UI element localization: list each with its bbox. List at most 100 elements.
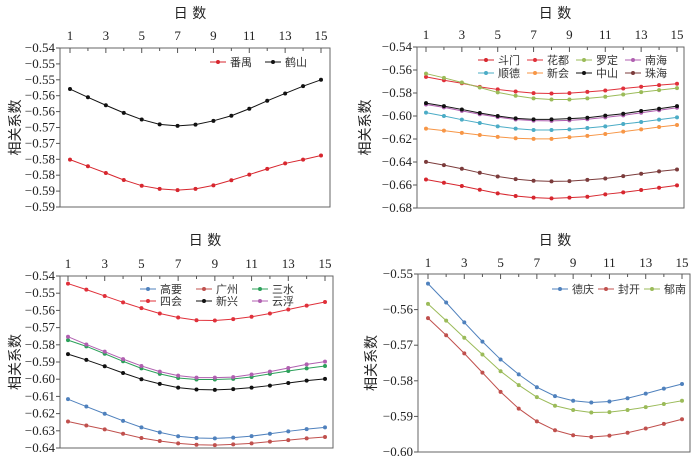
series-line — [69, 79, 322, 127]
data-point — [621, 190, 626, 195]
legend-marker — [650, 287, 654, 291]
y-tick-label: −0.55 — [25, 285, 55, 300]
data-point — [247, 172, 252, 177]
data-point — [441, 114, 446, 118]
y-tick-label: −0.57 — [25, 120, 56, 135]
data-point — [193, 122, 198, 127]
data-point — [211, 183, 216, 188]
data-point — [603, 124, 608, 129]
legend-item: 新会 — [527, 66, 569, 80]
series-新会 — [424, 122, 679, 141]
data-point — [639, 109, 644, 114]
data-point — [513, 126, 518, 131]
y-tick-label: −0.64 — [25, 440, 56, 455]
data-point — [531, 96, 536, 101]
data-point — [139, 425, 144, 430]
legend-label: 云浮 — [272, 295, 294, 308]
y-tick-label: −0.55 — [383, 266, 413, 281]
data-point — [549, 97, 554, 102]
legend-marker — [271, 60, 275, 64]
y-tick-label: −0.59 — [25, 199, 55, 214]
data-point — [102, 427, 107, 432]
data-point — [176, 441, 181, 446]
data-point — [675, 81, 679, 86]
series-line — [425, 161, 678, 182]
data-point — [304, 378, 309, 383]
legend-label: 斗门 — [498, 53, 520, 67]
data-point — [68, 87, 72, 92]
series-四会 — [66, 281, 327, 323]
data-point — [441, 75, 446, 80]
data-point — [459, 117, 464, 122]
data-point — [571, 398, 576, 403]
data-point — [459, 80, 464, 85]
data-point — [102, 364, 107, 369]
data-point — [323, 425, 327, 430]
legend-item: 三水 — [252, 283, 294, 296]
legend-item: 云浮 — [252, 295, 294, 308]
data-point — [424, 177, 428, 182]
data-point — [589, 410, 594, 415]
x-tick-label: 5 — [497, 255, 504, 270]
legend-marker — [582, 71, 586, 75]
data-point — [585, 96, 590, 101]
data-point — [459, 184, 464, 189]
data-point — [176, 315, 181, 320]
data-point — [625, 396, 630, 401]
data-point — [585, 133, 590, 138]
data-point — [84, 342, 89, 347]
series-鹤山 — [68, 77, 323, 128]
data-point — [459, 130, 464, 135]
legend-item: 德庆 — [552, 282, 594, 296]
x-tick-label: 13 — [639, 255, 652, 270]
legend-label: 新兴 — [216, 294, 238, 308]
data-point — [249, 385, 254, 390]
data-point — [441, 104, 446, 109]
data-point — [621, 122, 626, 127]
x-tick-label: 1 — [425, 255, 432, 270]
x-tick-label: 7 — [534, 255, 541, 270]
data-point — [657, 185, 662, 190]
series-line — [427, 317, 683, 438]
data-point — [323, 299, 327, 304]
data-point — [531, 117, 536, 122]
data-point — [267, 311, 272, 316]
data-point — [121, 431, 126, 436]
data-point — [571, 433, 576, 438]
data-point — [477, 121, 482, 126]
axis-title-x: 日 数 — [174, 6, 206, 22]
x-tick-label: 5 — [138, 256, 145, 271]
data-point — [286, 368, 291, 373]
axis-title-x: 日 数 — [189, 233, 221, 249]
data-point — [286, 307, 291, 312]
y-tick-label: −0.54 — [25, 40, 56, 55]
data-point — [176, 373, 181, 378]
data-point — [157, 430, 162, 435]
data-point — [585, 115, 590, 120]
data-point — [103, 170, 108, 175]
x-tick-label: 15 — [676, 255, 689, 270]
data-point — [643, 391, 648, 396]
data-point — [68, 157, 72, 162]
data-point — [247, 106, 252, 111]
legend-marker — [258, 299, 262, 303]
y-tick-label: −0.56 — [382, 62, 413, 77]
data-point — [424, 126, 428, 131]
legend-item: 南海 — [625, 53, 667, 67]
x-tick-label: 5 — [494, 27, 501, 42]
data-point — [102, 411, 107, 416]
data-point — [531, 195, 536, 200]
x-tick-label: 1 — [67, 28, 74, 43]
data-point — [531, 136, 536, 141]
y-tick-label: −0.55 — [25, 72, 55, 87]
x-tick-label: 3 — [101, 256, 108, 271]
data-point — [516, 383, 521, 388]
data-point — [585, 125, 590, 130]
data-point — [231, 442, 236, 447]
y-tick-label: −0.55 — [25, 56, 55, 71]
data-point — [444, 300, 449, 305]
data-point — [139, 436, 144, 441]
data-point — [249, 441, 254, 446]
y-tick-label: −0.56 — [25, 302, 56, 317]
data-point — [643, 426, 648, 431]
